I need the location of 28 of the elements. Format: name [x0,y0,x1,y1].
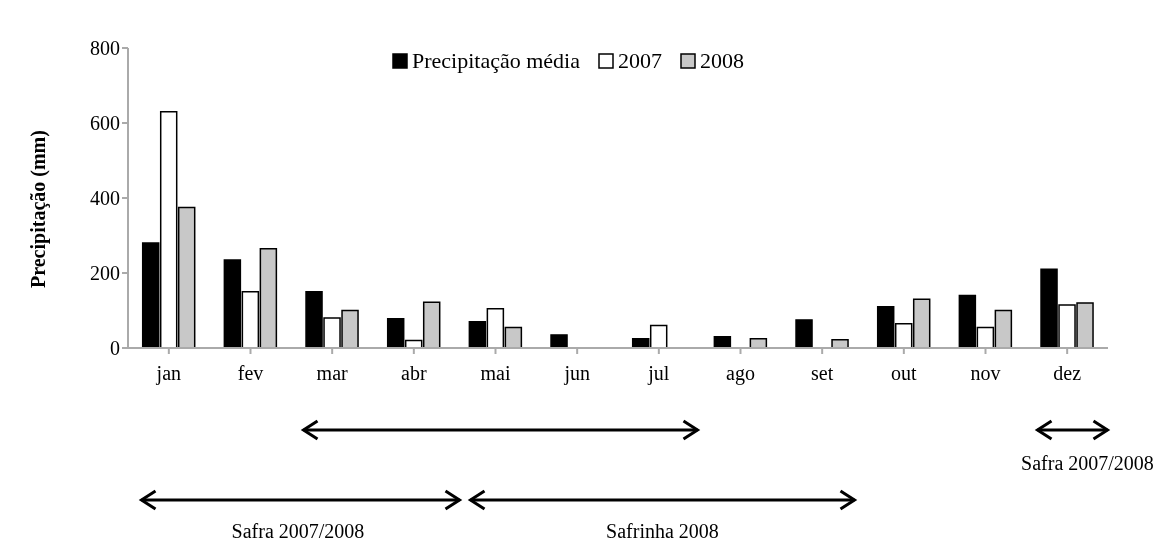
y-tick-label: 800 [90,37,120,60]
y-tick-label: 0 [110,337,120,360]
y-tick-label: 200 [90,262,120,285]
x-tick-label: set [811,362,834,385]
y-axis-title: Precipitação (mm) [27,130,51,288]
text: Safra 2007/2008 [1021,452,1154,474]
x-tick-label: nov [970,362,1001,385]
legend-label: 2008 [699,48,744,74]
y-tick-label: 400 [90,187,120,210]
text: Safrinha 2008 [606,520,719,542]
bar [795,319,813,348]
legend-label: 2007 [617,48,662,74]
legend-label: Precipitação média [412,48,580,74]
y-tick-label: 600 [90,112,120,135]
x-tick-label: jun [563,362,590,386]
bar [550,334,568,348]
x-tick-label: jan [155,362,182,386]
x-tick-label: out [891,362,918,385]
x-tick-label: mar [316,362,349,385]
x-tick-label: abr [401,362,427,385]
text: Safra 2007/2008 [231,520,365,542]
x-tick-label: mai [480,362,511,385]
bar [831,339,849,348]
x-tick-label: dez [1053,362,1082,385]
bar [713,336,732,348]
x-tick-label: jul [647,362,670,386]
x-tick-label: fev [237,362,264,385]
x-tick-label: ago [726,362,755,386]
